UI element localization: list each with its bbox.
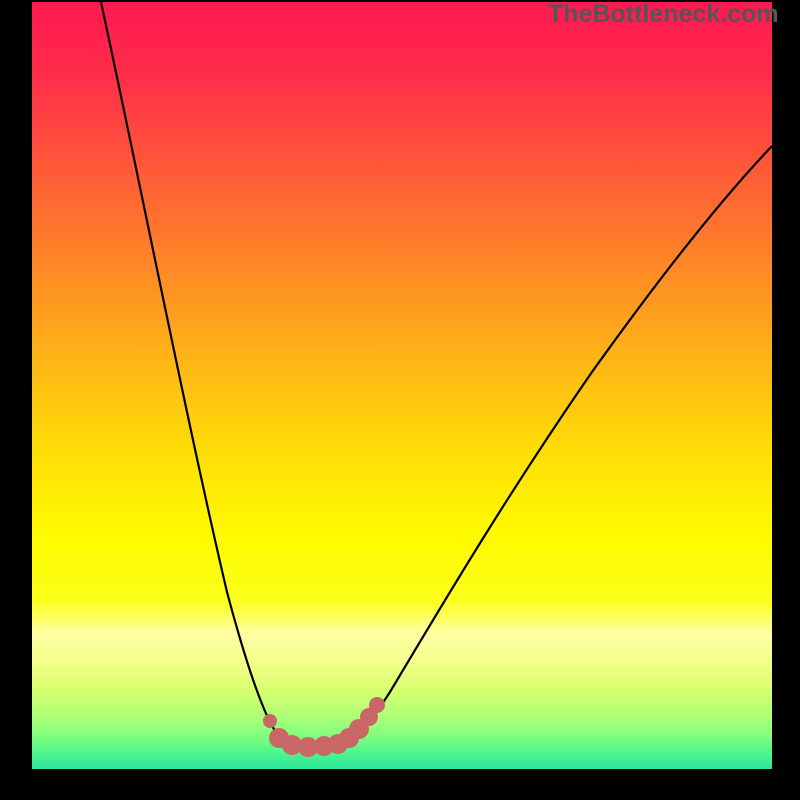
watermark-label: TheBottleneck.com	[548, 0, 779, 29]
marker-group	[263, 697, 385, 757]
bottleneck-curve	[101, 2, 772, 747]
marker-point	[369, 697, 385, 713]
marker-point	[263, 714, 277, 728]
plot-area	[32, 2, 772, 769]
chart-overlay	[32, 2, 772, 769]
